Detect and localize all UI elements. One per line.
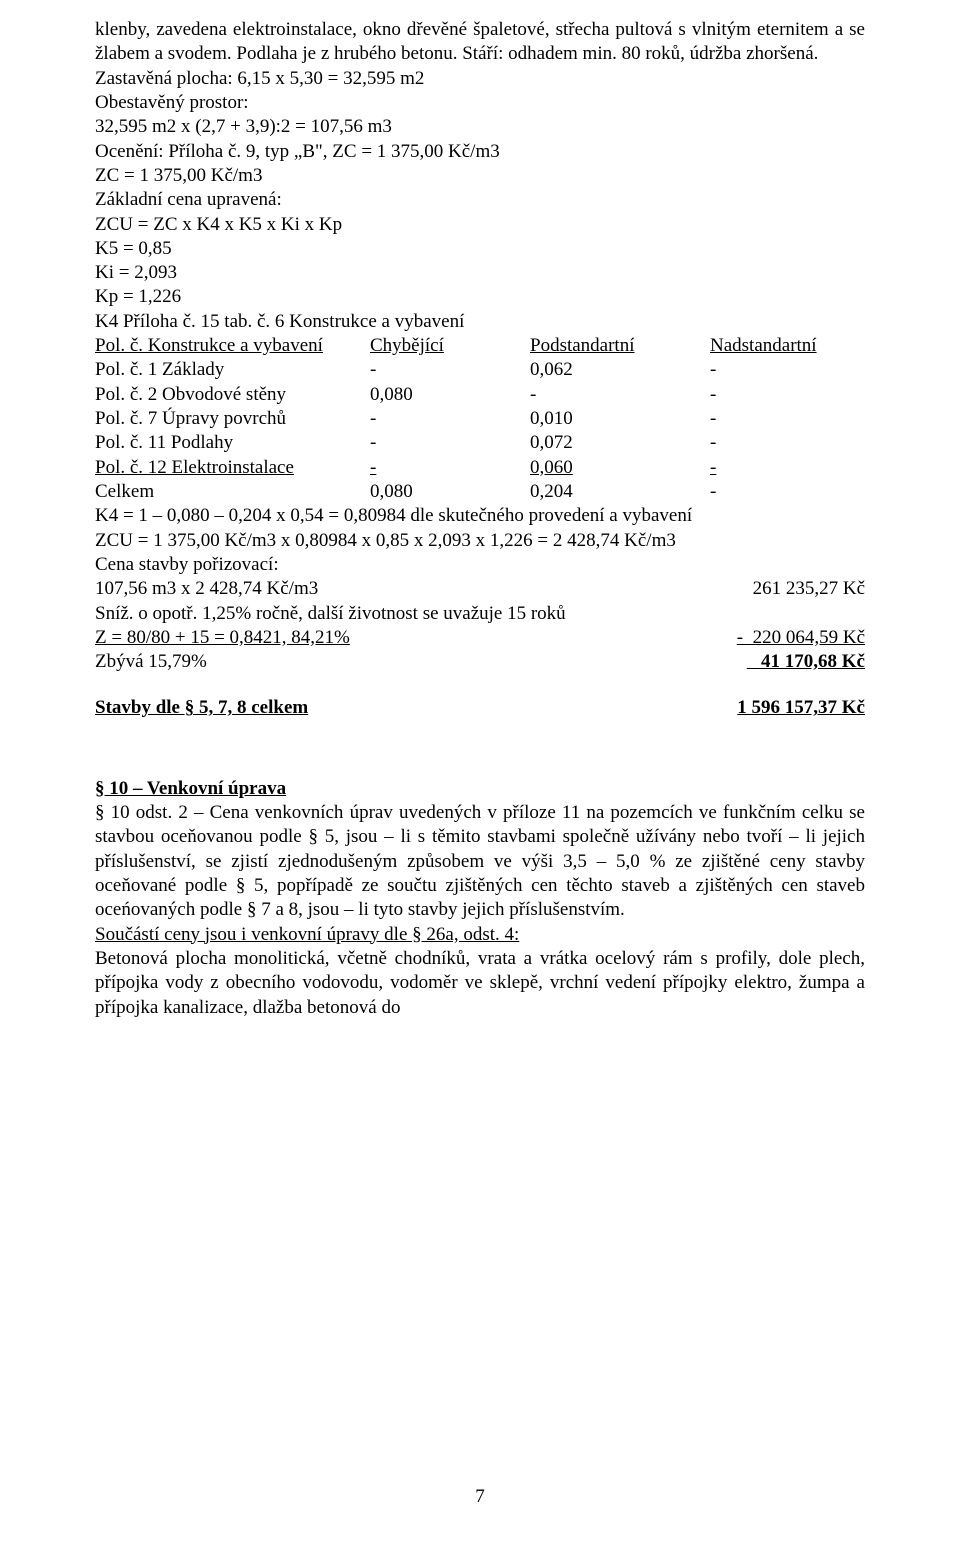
table-row: Pol. č. 1 Základy-0,062- [95, 358, 865, 382]
sec10-list: Betonová plocha monolitická, včetně chod… [95, 947, 865, 1020]
summary-row: Stavby dle § 5, 7, 8 celkem 1 596 157,37… [95, 696, 865, 720]
cell-c4: - [700, 431, 865, 455]
line-k4-note: K4 Příloha č. 15 tab. č. 6 Konstrukce a … [95, 310, 865, 334]
table-row: Pol. č. 11 Podlahy-0,072- [95, 431, 865, 455]
cell-c3: - [510, 383, 700, 407]
th-chybejici: Chybějící [355, 334, 510, 358]
cell-c4: - [700, 456, 865, 480]
cena-head: Cena stavby pořizovací: [95, 553, 865, 577]
summary-left: Stavby dle § 5, 7, 8 celkem [95, 696, 308, 720]
cell-c3: 0,060 [510, 456, 700, 480]
cena-right: 261 235,27 Kč [753, 577, 865, 601]
intro-paragraph: klenby, zavedena elektroinstalace, okno … [95, 18, 865, 67]
line-oceneni: Ocenění: Příloha č. 9, typ „B", ZC = 1 3… [95, 140, 865, 164]
cell-c1: Pol. č. 7 Úpravy povrchů [95, 407, 355, 431]
cell-c2: - [355, 456, 510, 480]
table-row: Pol. č. 2 Obvodové stěny0,080-- [95, 383, 865, 407]
line-zc: ZC = 1 375,00 Kč/m3 [95, 164, 865, 188]
line-obestaveny-label: Obestavěný prostor: [95, 91, 865, 115]
cell-c1: Pol. č. 1 Základy [95, 358, 355, 382]
cell-c4: - [700, 407, 865, 431]
cell-c3: 0,072 [510, 431, 700, 455]
total-c4: - [700, 480, 865, 504]
th-konstrukce: Pol. č. Konstrukce a vybavení [95, 334, 355, 358]
cell-c4: - [700, 358, 865, 382]
table-row: Pol. č. 7 Úpravy povrchů-0,010- [95, 407, 865, 431]
line-ki: Ki = 2,093 [95, 261, 865, 285]
sec10-body: § 10 odst. 2 – Cena venkovních úprav uve… [95, 801, 865, 923]
table-body: Pol. č. 1 Základy-0,062-Pol. č. 2 Obvodo… [95, 358, 865, 480]
cell-c3: 0,010 [510, 407, 700, 431]
sec10-heading: § 10 – Venkovní úprava [95, 777, 865, 801]
th-nadstandartni: Nadstandartní [700, 334, 865, 358]
zbyva-row: Zbývá 15,79% 41 170,68 Kč [95, 650, 865, 674]
total-label: Celkem [95, 480, 355, 504]
cell-c2: - [355, 358, 510, 382]
spacer [95, 674, 865, 696]
cell-c3: 0,062 [510, 358, 700, 382]
th-podstandartni: Podstandartní [510, 334, 700, 358]
page-number: 7 [0, 1485, 960, 1509]
table-row: Pol. č. 12 Elektroinstalace-0,060- [95, 456, 865, 480]
document-page: klenby, zavedena elektroinstalace, okno … [0, 0, 960, 1543]
line-kp: Kp = 1,226 [95, 285, 865, 309]
cell-c2: 0,080 [355, 383, 510, 407]
cell-c4: - [700, 383, 865, 407]
line-k5: K5 = 0,85 [95, 237, 865, 261]
line-obestaveny-value: 32,595 m2 x (2,7 + 3,9):2 = 107,56 m3 [95, 115, 865, 139]
zbyva-right: 41 170,68 Kč [747, 650, 865, 674]
cena-left: 107,56 m3 x 2 428,74 Kč/m3 [95, 577, 318, 601]
sec10-subhead: Součástí ceny jsou i venkovní úpravy dle… [95, 923, 865, 947]
cell-c2: - [355, 431, 510, 455]
zcu-calc: ZCU = 1 375,00 Kč/m3 x 0,80984 x 0,85 x … [95, 529, 865, 553]
line-zcu-formula: ZCU = ZC x K4 x K5 x Ki x Kp [95, 213, 865, 237]
cell-c2: - [355, 407, 510, 431]
z-left: Z = 80/80 + 15 = 0,8421, 84,21% [95, 626, 350, 650]
spacer [95, 721, 865, 777]
sniz-line: Sníž. o opotř. 1,25% ročně, další životn… [95, 602, 865, 626]
cell-c1: Pol. č. 11 Podlahy [95, 431, 355, 455]
cell-c1: Pol. č. 2 Obvodové stěny [95, 383, 355, 407]
zbyva-left: Zbývá 15,79% [95, 650, 207, 674]
table-header: Pol. č. Konstrukce a vybavení Chybějící … [95, 334, 865, 358]
total-c3: 0,204 [510, 480, 700, 504]
table-total: Celkem 0,080 0,204 - [95, 480, 865, 504]
z-right: - 220 064,59 Kč [737, 626, 865, 650]
summary-right: 1 596 157,37 Kč [737, 696, 865, 720]
line-zastavena: Zastavěná plocha: 6,15 x 5,30 = 32,595 m… [95, 67, 865, 91]
k4-calc: K4 = 1 – 0,080 – 0,204 x 0,54 = 0,80984 … [95, 504, 865, 528]
line-zcu-head: Základní cena upravená: [95, 188, 865, 212]
total-c2: 0,080 [355, 480, 510, 504]
cell-c1: Pol. č. 12 Elektroinstalace [95, 456, 355, 480]
z-row: Z = 80/80 + 15 = 0,8421, 84,21% - 220 06… [95, 626, 865, 650]
cena-row: 107,56 m3 x 2 428,74 Kč/m3 261 235,27 Kč [95, 577, 865, 601]
